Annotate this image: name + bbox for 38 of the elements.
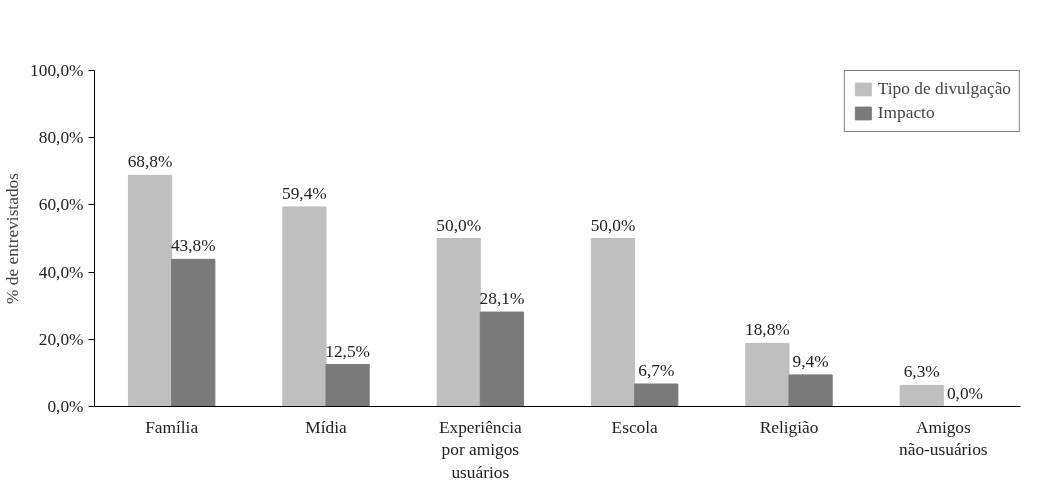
legend-label: Tipo de divulgação [877,79,1011,99]
data-label: 0,0% [946,383,983,403]
y-tick-label: 40,0% [38,262,84,282]
x-tick-label: Experiência por amigos usuários [438,417,523,483]
y-tick-label: 20,0% [38,329,84,349]
bar [479,311,525,407]
x-tick-label: Família [145,417,199,437]
data-label: 18,8% [745,320,790,340]
data-label: 50,0% [590,215,636,235]
legend-label: Impacto [877,103,935,123]
bar [745,342,790,407]
bar [634,383,679,407]
data-label: 28,1% [479,289,525,309]
bar [127,174,173,407]
y-axis-title: % de entrevistados [3,172,23,304]
y-tick-label: 60,0% [38,195,84,215]
y-tick-label: 80,0% [38,128,84,148]
data-label: 12,5% [325,341,370,361]
bar [788,374,833,407]
bar [325,364,370,407]
bar [171,258,216,407]
x-tick-label: Religião [759,417,819,437]
bar [282,206,327,407]
y-tick-label: 100,0% [30,61,84,80]
data-label: 50,0% [436,215,482,235]
data-label: 6,7% [638,360,675,380]
data-label: 59,4% [282,183,327,203]
data-label: 6,3% [903,362,940,382]
bar [899,384,944,407]
x-tick-label: Amigos não-usuários [899,417,988,460]
x-tick-label: Mídia [305,417,347,437]
x-tick-label: Escola [611,417,659,437]
y-tick-label: 0,0% [47,397,84,416]
data-label: 43,8% [170,236,216,256]
data-label: 68,8% [127,152,173,172]
data-label: 9,4% [792,351,829,371]
bar [590,238,636,407]
bar [436,238,481,407]
